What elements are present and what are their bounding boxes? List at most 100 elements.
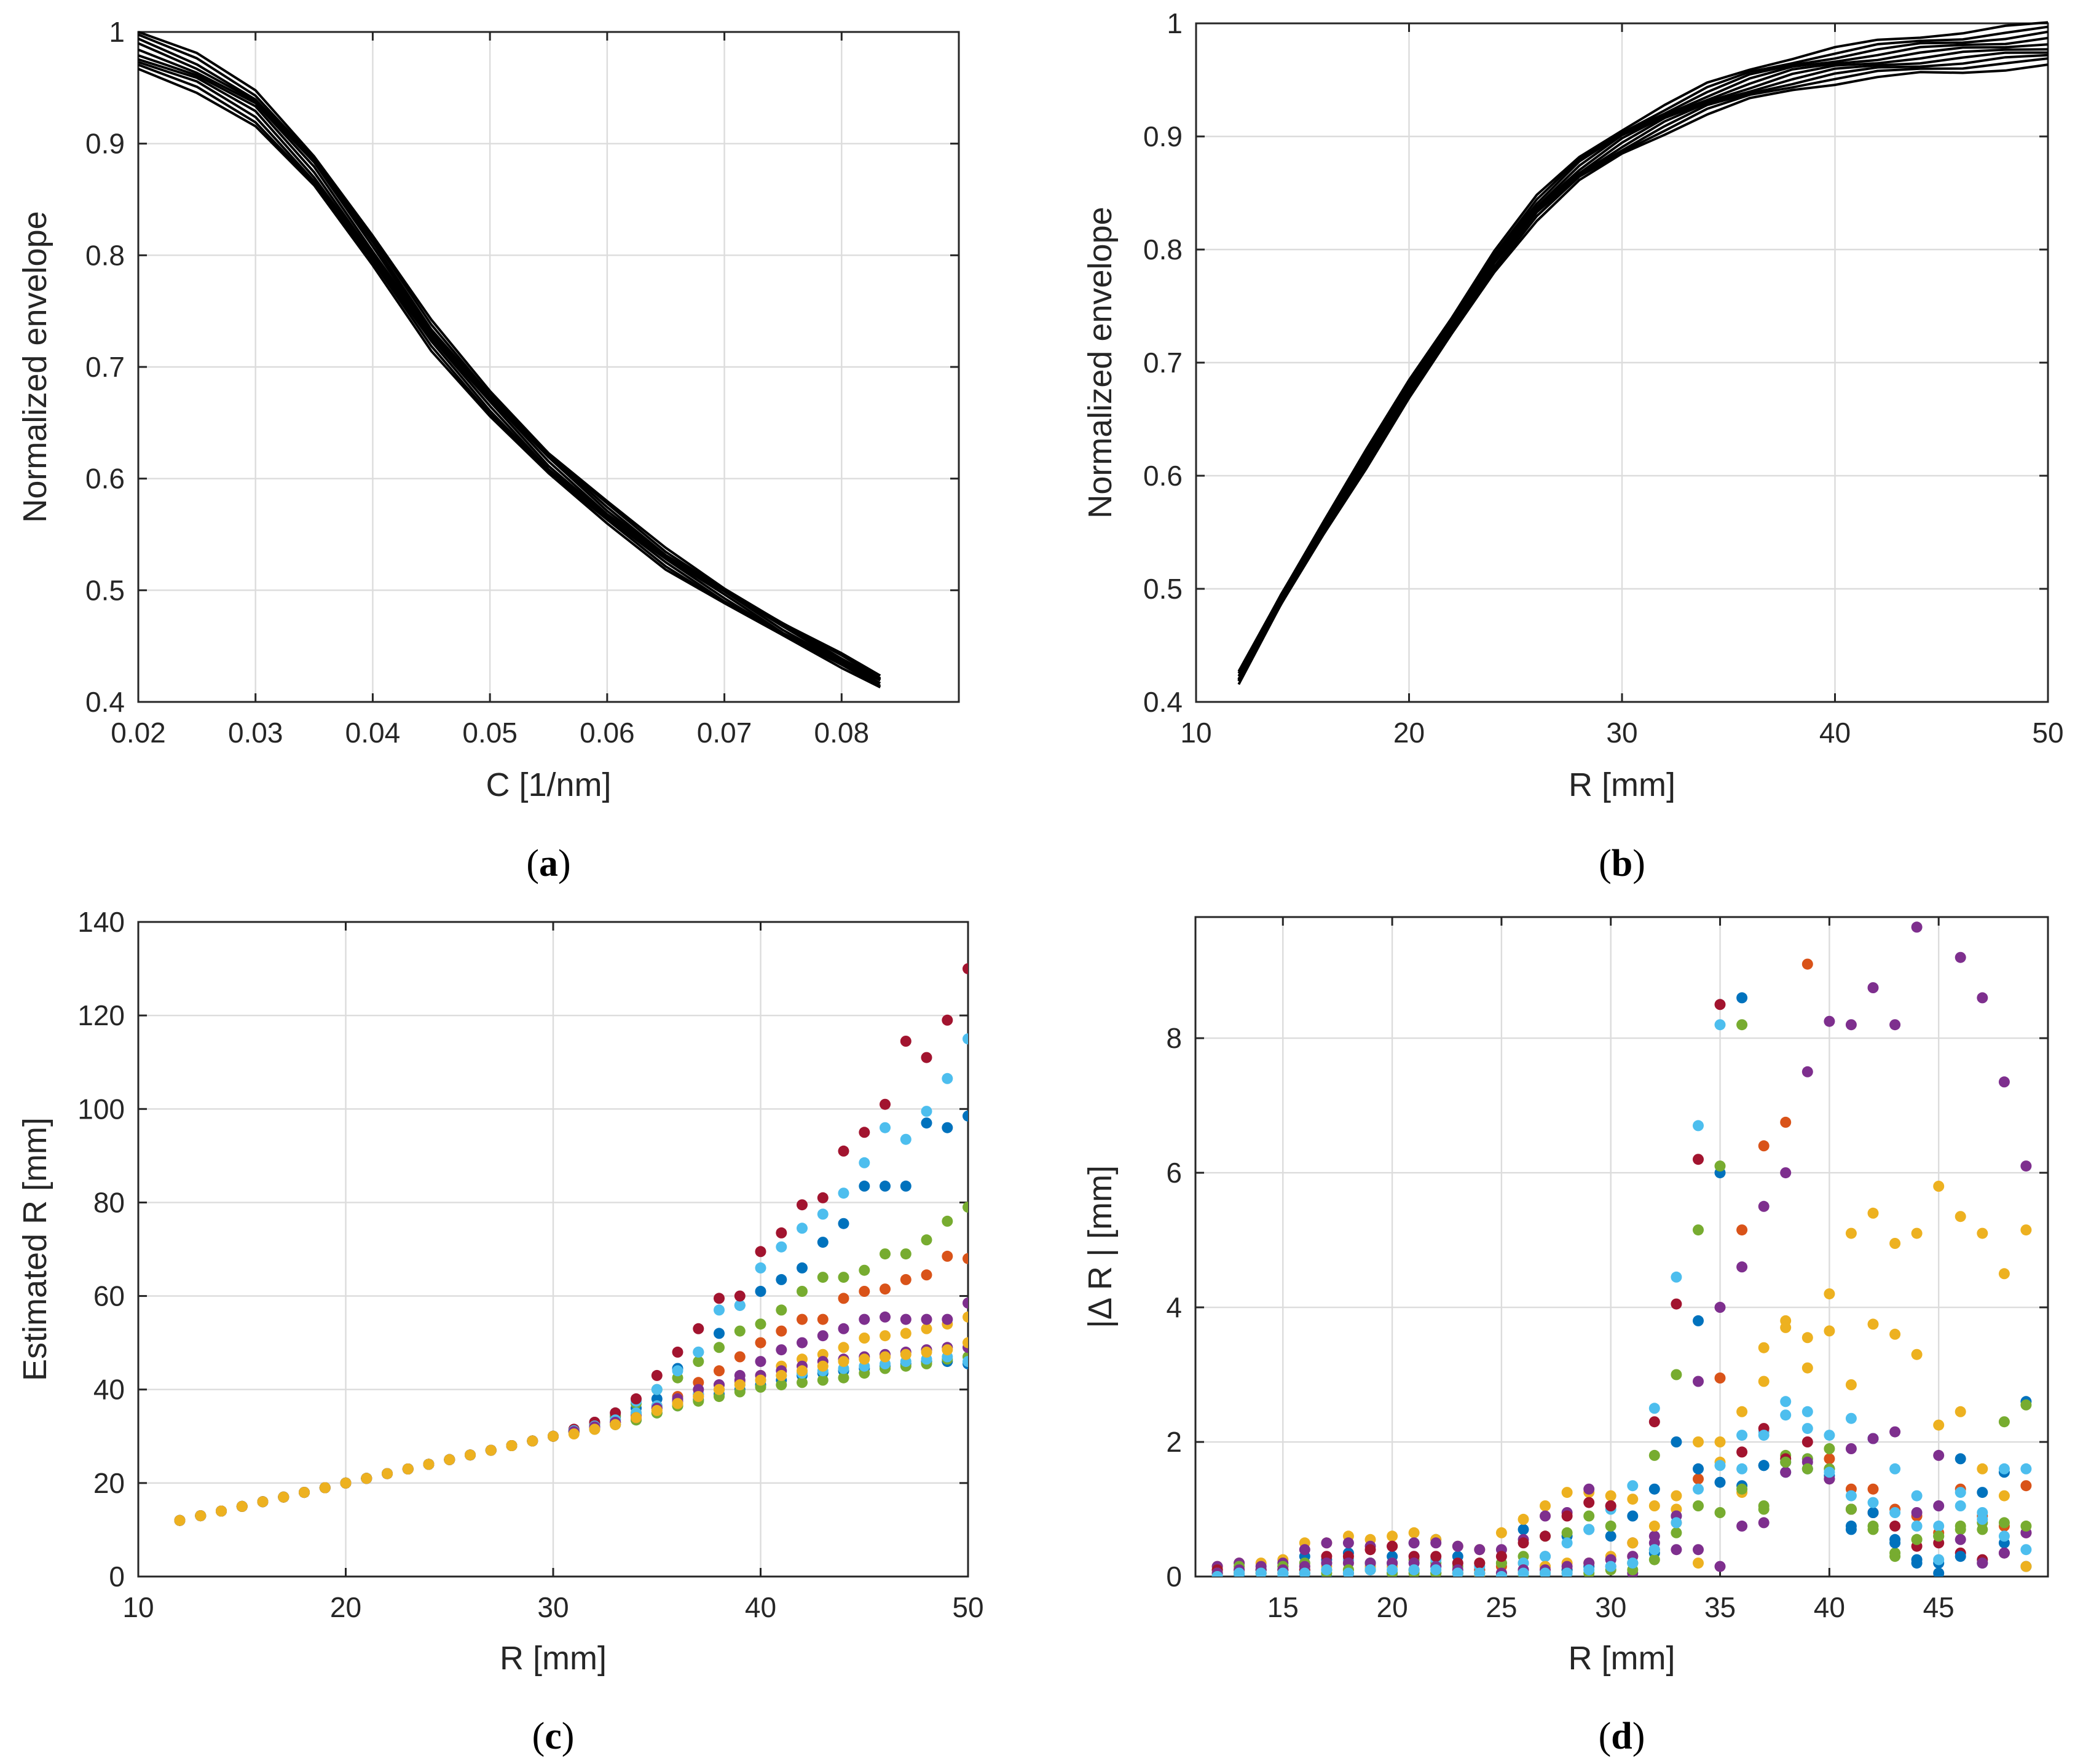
y-tick-label: 0.4 <box>1143 686 1183 718</box>
scatter-point-s4 <box>942 1313 953 1325</box>
scatter-point-s12 <box>1671 1517 1682 1529</box>
scatter-point-s12 <box>1824 1467 1835 1478</box>
scatter-point-s7 <box>1671 1298 1682 1310</box>
scatter-point-s12 <box>465 1449 476 1461</box>
scatter-point-s9 <box>1911 1349 1923 1360</box>
y-tick-label: 0.9 <box>1143 120 1183 152</box>
scatter-point-s12 <box>299 1487 310 1498</box>
panel-label-letter: c <box>545 1715 562 1757</box>
scatter-point-s3 <box>1561 1487 1573 1498</box>
scatter-point-s10 <box>1736 1520 1748 1532</box>
scatter-point-s4 <box>1955 951 1966 963</box>
scatter-point-s12 <box>1845 1490 1857 1502</box>
scatter-point-s11 <box>1736 1483 1748 1495</box>
scatter-point-s12 <box>527 1435 538 1447</box>
scatter-point-s7 <box>1561 1510 1573 1522</box>
x-axis-label: R [mm] <box>500 1640 607 1677</box>
scatter-point-s5 <box>1693 1224 1704 1236</box>
plot-area <box>1194 916 2049 1578</box>
y-tick-label: 0.6 <box>1143 460 1183 492</box>
scatter-point-s2 <box>1714 1372 1726 1384</box>
panel-label-open-paren: ( <box>526 843 539 884</box>
scatter-point-s6 <box>734 1299 746 1311</box>
scatter-point-s9 <box>1648 1520 1660 1532</box>
scatter-point-s7 <box>1495 1551 1507 1562</box>
scatter-point-s12 <box>859 1353 870 1365</box>
scatter-point-s7 <box>1364 1544 1376 1556</box>
scatter-point-s12 <box>1911 1520 1923 1532</box>
x-tick-label: 0.07 <box>697 717 752 749</box>
scatter-point-s3 <box>1605 1490 1616 1502</box>
scatter-point-s12 <box>734 1379 746 1391</box>
scatter-point-s6 <box>2020 1463 2032 1475</box>
scatter-point-s9 <box>817 1374 829 1386</box>
scatter-point-s8 <box>1845 1524 1857 1535</box>
scatter-point-s5 <box>1605 1520 1616 1532</box>
panel-label-close-paren: ) <box>1632 843 1645 884</box>
scatter-point-s12 <box>1387 1564 1398 1576</box>
y-tick-label: 0 <box>1166 1561 1182 1593</box>
panel-label-letter: d <box>1611 1715 1632 1757</box>
x-tick-label: 20 <box>1376 1591 1408 1623</box>
scatter-point-s4 <box>797 1337 808 1349</box>
y-tick-label: 8 <box>1166 1022 1182 1054</box>
scatter-point-s1 <box>921 1117 932 1129</box>
scatter-point-s5 <box>1714 1160 1726 1172</box>
curve-line-2 <box>1237 57 2048 682</box>
scatter-point-s6 <box>1561 1537 1573 1549</box>
scatter-point-s12 <box>1780 1409 1792 1421</box>
scatter-point-s5 <box>1648 1449 1660 1461</box>
scatter-point-s6 <box>672 1365 683 1377</box>
scatter-point-s12 <box>942 1344 953 1356</box>
scatter-point-s7 <box>1801 1436 1813 1447</box>
scatter-point-s12 <box>900 1349 912 1360</box>
scatter-point-s7 <box>1430 1551 1442 1562</box>
scatter-point-s10 <box>963 1356 968 1368</box>
scatter-point-s4 <box>859 1313 870 1325</box>
scatter-point-s4 <box>1758 1200 1770 1212</box>
plot-marks <box>1237 21 2048 685</box>
scatter-point-s12 <box>1605 1561 1616 1572</box>
scatter-point-s12 <box>1801 1423 1813 1435</box>
scatter-point-s3 <box>1648 1500 1660 1511</box>
scatter-point-s6 <box>714 1304 725 1316</box>
scatter-point-s2 <box>817 1313 829 1325</box>
scatter-point-s12 <box>776 1369 787 1381</box>
scatter-point-s9 <box>1780 1321 1792 1333</box>
scatter-point-s11 <box>1933 1530 1945 1542</box>
y-tick-label: 140 <box>77 906 125 938</box>
scatter-point-s10 <box>1955 1534 1966 1545</box>
y-tick-label: 100 <box>77 1093 125 1125</box>
x-axis-label: R [mm] <box>1569 766 1675 803</box>
scatter-point-s12 <box>1211 1571 1223 1577</box>
scatter-point-s12 <box>236 1500 248 1512</box>
scatter-point-s4 <box>1299 1544 1310 1556</box>
scatter-point-s7 <box>921 1052 932 1063</box>
plot-marks <box>174 963 968 1526</box>
x-tick-label: 50 <box>2032 717 2063 749</box>
scatter-point-s4 <box>1736 1261 1748 1273</box>
scatter-point-s10 <box>1693 1376 1704 1387</box>
scatter-point-s2 <box>1693 1473 1704 1485</box>
scatter-point-s12 <box>1408 1564 1420 1576</box>
panel-label-close-paren: ) <box>562 1715 575 1757</box>
scatter-point-s8 <box>1867 1507 1879 1518</box>
scatter-point-s5 <box>755 1318 766 1330</box>
scatter-point-s12 <box>797 1365 808 1377</box>
curve-line-10 <box>138 68 881 688</box>
panel-a-line-chart: 0.02 0.03 0.04 0.05 0.06 0.07 0.08 0.4 0.5 0.6 0.7… <box>17 16 960 884</box>
scatter-point-s4 <box>1867 982 1879 993</box>
scatter-point-s7 <box>631 1393 642 1404</box>
y-tick-label: 0.5 <box>1143 573 1183 605</box>
scatter-point-s11 <box>1889 1551 1901 1562</box>
scatter-point-s12 <box>610 1419 621 1430</box>
scatter-point-s4 <box>2020 1160 2032 1172</box>
scatter-point-s12 <box>1518 1567 1529 1577</box>
scatter-point-s12 <box>1867 1497 1879 1508</box>
scatter-point-s12 <box>1495 1571 1507 1577</box>
scatter-point-s10 <box>1933 1500 1945 1511</box>
scatter-point-s12 <box>216 1505 227 1517</box>
scatter-point-s2 <box>900 1274 912 1285</box>
scatter-point-s12 <box>1627 1557 1639 1569</box>
scatter-point-s3 <box>880 1330 891 1342</box>
